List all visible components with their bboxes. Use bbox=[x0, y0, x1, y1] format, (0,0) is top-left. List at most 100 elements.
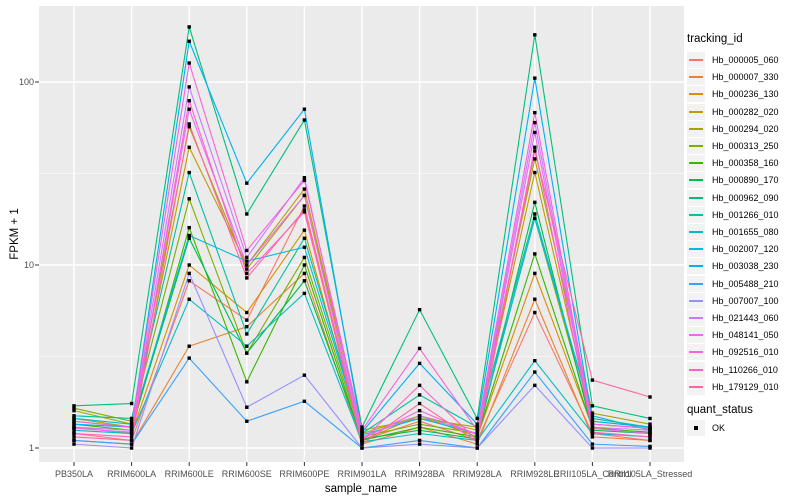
data-point-marker bbox=[590, 404, 595, 408]
data-point-marker bbox=[245, 271, 249, 276]
data-point-marker bbox=[187, 107, 191, 111]
data-point-marker bbox=[187, 122, 191, 126]
data-point-marker bbox=[533, 212, 537, 216]
data-point-marker bbox=[590, 414, 595, 418]
legend-key bbox=[687, 344, 705, 361]
data-point-marker bbox=[245, 380, 249, 384]
legend-key bbox=[687, 361, 705, 378]
data-point-marker bbox=[533, 130, 537, 135]
x-tick-label: RRIM600SE bbox=[221, 469, 272, 479]
legend-label: Hb_000890_170 bbox=[712, 175, 779, 186]
data-point-marker bbox=[245, 259, 249, 263]
y-tick-label: 100 bbox=[18, 77, 34, 87]
data-point-marker bbox=[129, 446, 134, 450]
data-point-marker bbox=[245, 248, 249, 253]
legend-key-line-icon bbox=[689, 59, 703, 61]
x-tick-label: PB350LA bbox=[54, 469, 94, 479]
data-point-marker bbox=[187, 344, 191, 348]
data-point-marker bbox=[72, 438, 76, 443]
x-tick-label: RRIM600LE bbox=[164, 469, 214, 479]
data-point-marker bbox=[187, 39, 191, 43]
data-point-marker bbox=[302, 255, 307, 260]
legend-key-line-icon bbox=[689, 351, 703, 354]
data-point-marker bbox=[187, 233, 191, 238]
data-point-marker bbox=[590, 442, 595, 446]
data-point-marker bbox=[360, 438, 364, 443]
legend-key bbox=[687, 52, 705, 68]
x-tick-label: RRII105LA_Stressed bbox=[607, 469, 693, 479]
data-point-marker bbox=[475, 446, 479, 450]
data-point-marker bbox=[475, 442, 479, 446]
data-point-marker bbox=[72, 419, 76, 423]
data-point-marker bbox=[187, 279, 191, 283]
black-square-marker-icon bbox=[694, 426, 698, 430]
data-point-marker bbox=[187, 236, 191, 240]
data-point-marker bbox=[187, 124, 191, 129]
data-point-marker bbox=[590, 435, 595, 439]
data-point-marker bbox=[302, 107, 307, 111]
data-point-marker bbox=[360, 446, 364, 450]
legend-key bbox=[687, 275, 705, 292]
legend-key-line-icon bbox=[689, 162, 703, 165]
data-point-marker bbox=[245, 405, 249, 409]
data-point-marker bbox=[245, 351, 249, 355]
data-point-marker bbox=[187, 25, 191, 29]
data-point-marker bbox=[72, 428, 76, 432]
data-point-marker bbox=[72, 414, 76, 418]
data-point-marker bbox=[187, 225, 191, 230]
legend-key bbox=[687, 155, 705, 172]
data-point-marker bbox=[533, 145, 537, 149]
legend-label: Hb_000282_020 bbox=[712, 106, 779, 117]
data-point-marker bbox=[245, 310, 249, 315]
data-point-marker bbox=[417, 428, 422, 432]
legend-key-line-icon bbox=[689, 317, 703, 319]
data-point-marker bbox=[590, 430, 595, 434]
data-point-marker bbox=[187, 85, 191, 89]
legend-label: Hb_021443_060 bbox=[712, 313, 779, 323]
data-point-marker bbox=[360, 428, 364, 432]
legend-key-line-icon bbox=[689, 93, 703, 96]
legend-label: Hb_092516_010 bbox=[712, 347, 779, 358]
data-point-marker bbox=[417, 346, 422, 351]
legend-key bbox=[687, 120, 705, 137]
legend-key bbox=[687, 258, 705, 275]
x-tick-label: RRIM600PE bbox=[279, 469, 330, 479]
data-point-marker bbox=[187, 271, 191, 276]
data-point-marker bbox=[129, 428, 134, 432]
data-point-marker bbox=[129, 419, 134, 423]
data-point-marker bbox=[72, 426, 76, 431]
data-point-marker bbox=[187, 197, 191, 201]
legend-key bbox=[687, 378, 705, 395]
data-point-marker bbox=[533, 358, 537, 363]
legend-label: Hb_000007_330 bbox=[712, 72, 779, 83]
data-point-marker bbox=[360, 435, 364, 439]
data-point-marker bbox=[245, 344, 249, 348]
data-point-marker bbox=[187, 99, 191, 103]
legend-label: Hb_007007_100 bbox=[712, 295, 779, 306]
data-point-marker bbox=[302, 208, 307, 212]
data-point-marker bbox=[475, 433, 479, 437]
legend-key-line-icon bbox=[689, 368, 703, 371]
x-axis-title: sample_name bbox=[324, 483, 398, 495]
data-point-marker bbox=[360, 433, 364, 437]
data-point-marker bbox=[533, 216, 537, 220]
data-point-marker bbox=[590, 411, 595, 415]
data-point-marker bbox=[72, 408, 76, 413]
legend-key-line-icon bbox=[689, 385, 703, 388]
x-tick-label: RRIM928LE bbox=[510, 469, 560, 479]
legend-key bbox=[687, 292, 705, 309]
legend-key-line-icon bbox=[689, 334, 703, 337]
legend-label: Hb_002007_120 bbox=[712, 244, 779, 255]
data-point-marker bbox=[417, 401, 422, 406]
data-point-marker bbox=[590, 426, 595, 431]
data-point-marker bbox=[533, 157, 537, 161]
legend-key bbox=[687, 172, 705, 189]
y-tick-label: 10 bbox=[23, 260, 34, 270]
data-point-marker bbox=[648, 431, 652, 436]
data-point-marker bbox=[417, 383, 422, 388]
data-point-marker bbox=[187, 170, 191, 175]
data-point-marker bbox=[475, 416, 479, 421]
legend-key bbox=[687, 69, 705, 86]
legend-key-ok bbox=[687, 420, 705, 436]
